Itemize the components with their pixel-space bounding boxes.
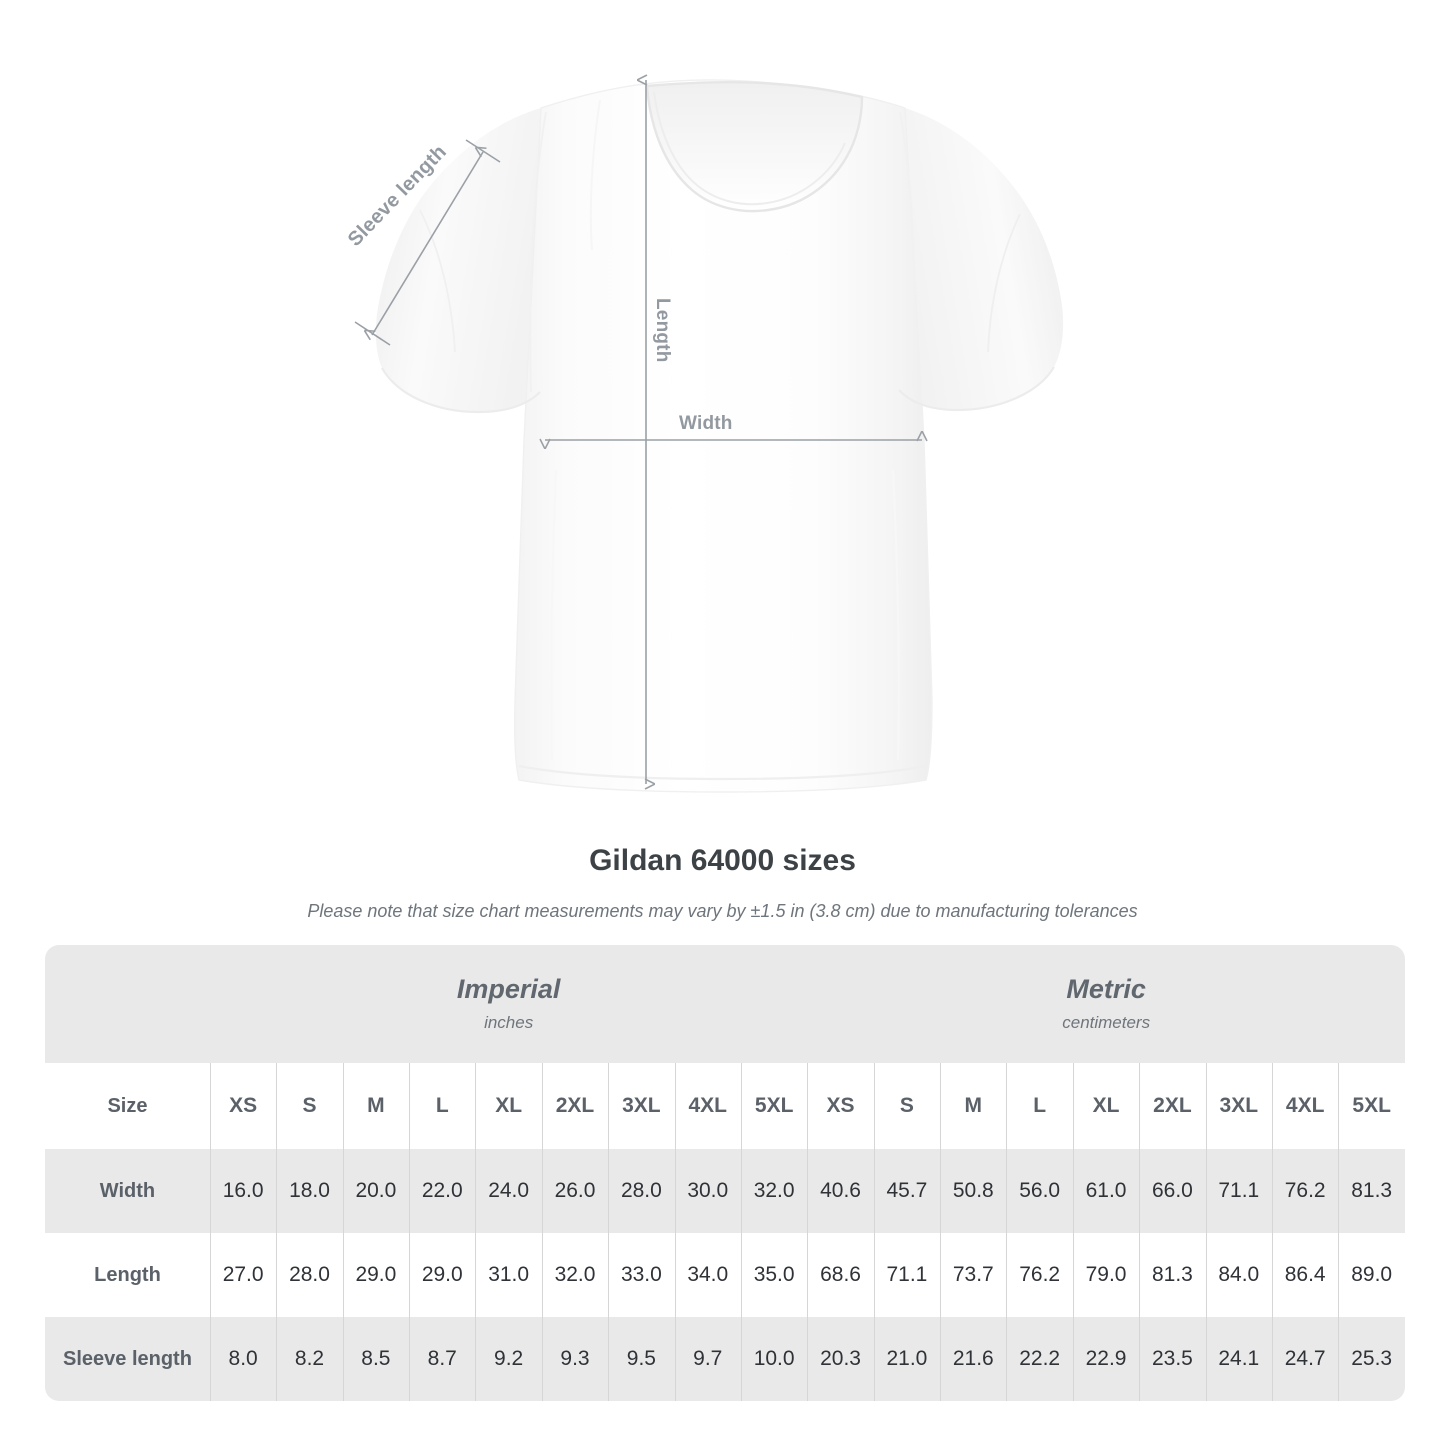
cell-length-imperial-xl: 31.0 bbox=[475, 1233, 542, 1317]
cell-width-metric-xl: 61.0 bbox=[1072, 1149, 1140, 1233]
size-col-metric-m: M bbox=[940, 1063, 1007, 1149]
size-col-imperial-5xl: 5XL bbox=[740, 1063, 808, 1149]
cell-sleeve-imperial-2xl: 9.3 bbox=[541, 1317, 609, 1401]
cell-length-imperial-xs: 27.0 bbox=[209, 1233, 277, 1317]
cell-width-imperial-s: 18.0 bbox=[276, 1149, 343, 1233]
page-title: Gildan 64000 sizes bbox=[589, 844, 856, 877]
measurement-guides bbox=[354, 80, 922, 784]
cell-width-metric-xs: 40.6 bbox=[807, 1149, 874, 1233]
size-chart-table: Imperial inches Metric centimeters Size … bbox=[45, 945, 1405, 1401]
unit-group-imperial-name: Imperial bbox=[456, 974, 561, 1004]
cell-length-metric-4xl: 86.4 bbox=[1271, 1233, 1339, 1317]
size-col-metric-xs: XS bbox=[807, 1063, 874, 1149]
size-header-row: Size XS S M L XL 2XL 3XL 4XL 5XL XS S M … bbox=[45, 1063, 1405, 1149]
size-col-metric-xl: XL bbox=[1072, 1063, 1140, 1149]
table-row-length: Length 27.0 28.0 29.0 29.0 31.0 32.0 33.… bbox=[45, 1233, 1405, 1317]
tshirt-illustration bbox=[354, 0, 1064, 793]
cell-length-imperial-l: 29.0 bbox=[409, 1233, 476, 1317]
cell-width-imperial-xl: 24.0 bbox=[475, 1149, 542, 1233]
cell-sleeve-metric-3xl: 24.1 bbox=[1205, 1317, 1272, 1401]
size-col-imperial-xs: XS bbox=[209, 1063, 277, 1149]
unit-group-metric-sub: centimeters bbox=[1062, 1013, 1151, 1032]
cell-sleeve-metric-m: 21.6 bbox=[940, 1317, 1007, 1401]
cell-length-metric-s: 71.1 bbox=[873, 1233, 941, 1317]
size-col-metric-s: S bbox=[873, 1063, 941, 1149]
cell-sleeve-imperial-xs: 8.0 bbox=[209, 1317, 277, 1401]
cell-sleeve-metric-xl: 22.9 bbox=[1072, 1317, 1140, 1401]
cell-length-imperial-3xl: 33.0 bbox=[608, 1233, 675, 1317]
cell-sleeve-metric-xs: 20.3 bbox=[807, 1317, 874, 1401]
cell-width-metric-2xl: 66.0 bbox=[1139, 1149, 1206, 1233]
cell-sleeve-metric-s: 21.0 bbox=[873, 1317, 941, 1401]
size-col-imperial-3xl: 3XL bbox=[608, 1063, 675, 1149]
table-row-width: Width 16.0 18.0 20.0 22.0 24.0 26.0 28.0… bbox=[45, 1149, 1405, 1233]
cell-sleeve-imperial-3xl: 9.5 bbox=[608, 1317, 675, 1401]
size-col-imperial-2xl: 2XL bbox=[541, 1063, 609, 1149]
cell-sleeve-imperial-4xl: 9.7 bbox=[674, 1317, 741, 1401]
garment-shape bbox=[375, 79, 1064, 793]
cell-length-imperial-2xl: 32.0 bbox=[541, 1233, 609, 1317]
cell-length-imperial-m: 29.0 bbox=[342, 1233, 410, 1317]
cell-sleeve-metric-2xl: 23.5 bbox=[1139, 1317, 1206, 1401]
unit-group-imperial-sub: inches bbox=[484, 1013, 534, 1032]
cell-width-imperial-5xl: 32.0 bbox=[740, 1149, 808, 1233]
cell-length-metric-xl: 79.0 bbox=[1072, 1233, 1140, 1317]
cell-width-metric-s: 45.7 bbox=[873, 1149, 941, 1233]
row-header-width: Width bbox=[45, 1149, 210, 1233]
cell-width-imperial-4xl: 30.0 bbox=[674, 1149, 741, 1233]
table-row-sleeve-length: Sleeve length 8.0 8.2 8.5 8.7 9.2 9.3 9.… bbox=[45, 1317, 1405, 1401]
cell-width-imperial-xs: 16.0 bbox=[209, 1149, 277, 1233]
unit-group-header-row: Imperial inches Metric centimeters bbox=[45, 945, 1405, 1063]
cell-sleeve-imperial-s: 8.2 bbox=[276, 1317, 343, 1401]
cell-width-imperial-l: 22.0 bbox=[409, 1149, 476, 1233]
cell-length-imperial-5xl: 35.0 bbox=[740, 1233, 808, 1317]
cell-length-metric-m: 73.7 bbox=[940, 1233, 1007, 1317]
cell-length-metric-2xl: 81.3 bbox=[1139, 1233, 1206, 1317]
cell-sleeve-imperial-xl: 9.2 bbox=[475, 1317, 542, 1401]
cell-sleeve-imperial-m: 8.5 bbox=[342, 1317, 410, 1401]
size-col-imperial-xl: XL bbox=[475, 1063, 542, 1149]
cell-sleeve-metric-4xl: 24.7 bbox=[1271, 1317, 1339, 1401]
cell-length-metric-5xl: 89.0 bbox=[1338, 1233, 1405, 1317]
cell-width-metric-4xl: 76.2 bbox=[1271, 1149, 1339, 1233]
length-dimension-label: Length bbox=[652, 298, 673, 363]
cell-length-metric-xs: 68.6 bbox=[807, 1233, 874, 1317]
cell-width-metric-3xl: 71.1 bbox=[1205, 1149, 1272, 1233]
tshirt-measurement-diagram: Sleeve length Length Width bbox=[343, 0, 1064, 793]
unit-group-imperial: Imperial inches bbox=[209, 945, 808, 1063]
unit-group-metric-name: Metric bbox=[1066, 974, 1146, 1004]
cell-width-imperial-2xl: 26.0 bbox=[541, 1149, 609, 1233]
width-dimension-label: Width bbox=[679, 413, 733, 434]
row-header-length: Length bbox=[45, 1233, 210, 1317]
unit-header-spacer bbox=[45, 945, 210, 1063]
unit-group-metric: Metric centimeters bbox=[807, 945, 1405, 1063]
cell-sleeve-metric-l: 22.2 bbox=[1006, 1317, 1073, 1401]
size-col-metric-2xl: 2XL bbox=[1139, 1063, 1206, 1149]
cell-length-metric-3xl: 84.0 bbox=[1205, 1233, 1272, 1317]
size-col-imperial-m: M bbox=[342, 1063, 410, 1149]
size-col-metric-3xl: 3XL bbox=[1205, 1063, 1272, 1149]
row-header-size: Size bbox=[45, 1063, 210, 1149]
size-chart-table-wrapper: Imperial inches Metric centimeters Size … bbox=[45, 945, 1405, 1401]
cell-width-imperial-3xl: 28.0 bbox=[608, 1149, 675, 1233]
cell-sleeve-imperial-l: 8.7 bbox=[409, 1317, 476, 1401]
size-col-metric-l: L bbox=[1006, 1063, 1073, 1149]
size-col-imperial-s: S bbox=[276, 1063, 343, 1149]
cell-sleeve-imperial-5xl: 10.0 bbox=[740, 1317, 808, 1401]
cell-width-metric-l: 56.0 bbox=[1006, 1149, 1073, 1233]
size-chart-header: Gildan 64000 sizes Please note that size… bbox=[0, 840, 1445, 924]
cell-width-metric-m: 50.8 bbox=[940, 1149, 1007, 1233]
cell-length-metric-l: 76.2 bbox=[1006, 1233, 1073, 1317]
size-col-imperial-l: L bbox=[409, 1063, 476, 1149]
size-col-metric-4xl: 4XL bbox=[1271, 1063, 1339, 1149]
cell-sleeve-metric-5xl: 25.3 bbox=[1338, 1317, 1405, 1401]
size-col-imperial-4xl: 4XL bbox=[674, 1063, 741, 1149]
cell-width-metric-5xl: 81.3 bbox=[1338, 1149, 1405, 1233]
row-header-sleeve-length: Sleeve length bbox=[45, 1317, 210, 1401]
cell-width-imperial-m: 20.0 bbox=[342, 1149, 410, 1233]
cell-length-imperial-4xl: 34.0 bbox=[674, 1233, 741, 1317]
cell-length-imperial-s: 28.0 bbox=[276, 1233, 343, 1317]
tolerance-note: Please note that size chart measurements… bbox=[307, 901, 1138, 921]
size-col-metric-5xl: 5XL bbox=[1338, 1063, 1405, 1149]
